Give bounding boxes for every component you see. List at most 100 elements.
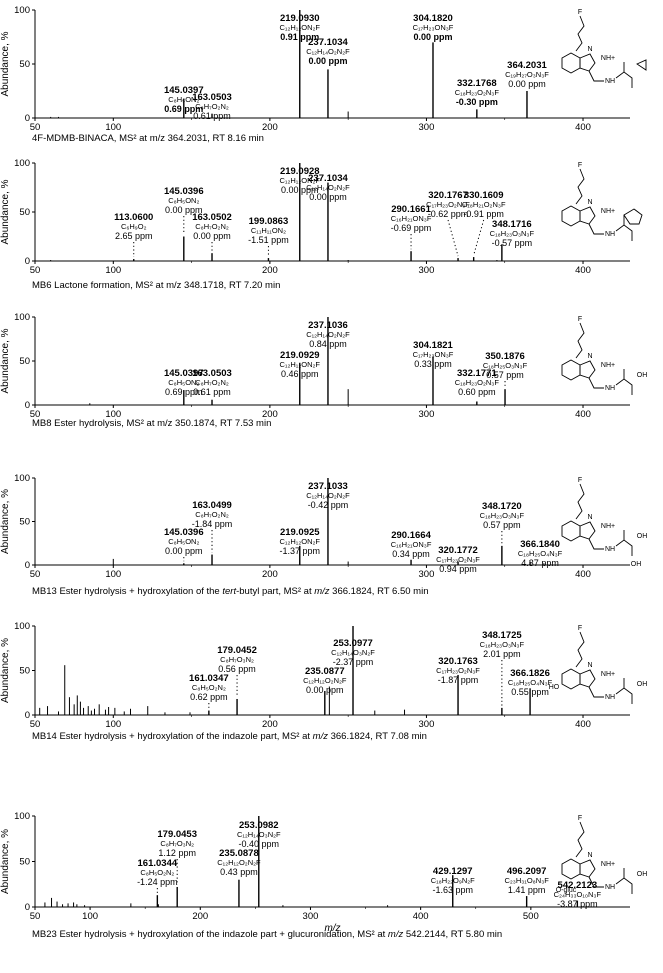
peak-formula-label: C₁₈H₂₂O₉N₂F [431, 876, 475, 885]
y-tick-label: 50 [19, 207, 30, 218]
peak-mz-label: 219.0930 [280, 13, 320, 24]
peak-mz-label: 429.1297 [433, 866, 473, 877]
panel-caption: 4F-MDMB-BINACA, MS² at m/z 364.2031, RT … [32, 133, 264, 144]
pyrazole-ring [579, 521, 596, 540]
x-tick-label: 50 [30, 911, 41, 922]
caption-part: MB13 Ester hydrolysis + hydroxylation of… [32, 586, 222, 597]
ho-label: HO [549, 684, 560, 691]
caption-part: m/z [313, 731, 329, 742]
peak-formula-label: C₁₂H₁₄O₂N₂F [306, 183, 350, 192]
peak-ppm-label: 0.00 ppm [193, 231, 231, 241]
peak-formula-label: C₈H₇O₂N₂ [195, 222, 229, 231]
caption-part: 542.2144, RT 5.80 min [403, 929, 502, 940]
peak-formula-label: C₁₈H₂₁O₂N₃F [462, 200, 506, 209]
x-tick-label: 300 [419, 569, 435, 580]
peak-formula-label: C₁₈H₂₃O₃N₃F [490, 229, 535, 238]
peak-ppm-label: 4.37 ppm [521, 558, 559, 568]
fluorine-label: F [578, 477, 582, 484]
peak-formula-label: C₁₂H₁₄O₂N₂F [306, 491, 350, 500]
peak-mz-label: 237.1034 [308, 173, 348, 184]
amide-bond [588, 686, 604, 698]
peak-ppm-label: -0.40 ppm [239, 839, 280, 849]
x-tick-label: 200 [262, 569, 278, 580]
peak-formula-label: C₁₈H₂₃O₂N₃F [455, 378, 500, 387]
y-axis-title: Abundance, % [0, 489, 11, 554]
peak-formula-label: C₈H₅ON₂ [168, 378, 199, 387]
x-tick-label: 100 [105, 122, 121, 133]
peak-mz-label: 348.1720 [482, 501, 522, 512]
peak-mz-label: 219.0929 [280, 350, 320, 361]
peak-mz-label: 235.0877 [305, 666, 345, 677]
peak-formula-label: C₁₂H₁₄O₂N₂F [306, 47, 350, 56]
peak-mz-label: 235.0878 [219, 848, 259, 859]
pyrazole-ring [579, 669, 596, 688]
y-tick-label: 0 [25, 710, 30, 721]
benzene-ring [561, 359, 581, 381]
fluoropentyl-chain [575, 15, 585, 52]
peak-formula-label: C₁₈H₂₃O₂N₃F [455, 88, 500, 97]
nitrogen-label: N [587, 662, 592, 669]
nh-label: NH [605, 884, 615, 891]
chemical-structure: F N NH+ NH [561, 9, 647, 88]
amide-bond [588, 538, 604, 550]
nitrogen-label: N [587, 46, 592, 53]
fluorine-label: F [578, 9, 582, 16]
peak-ppm-label: -2.37 ppm [333, 657, 374, 667]
fluorine-label: F [578, 815, 582, 822]
y-tick-label: 100 [14, 811, 30, 822]
x-tick-label: 400 [575, 719, 591, 730]
caption-part: m/z [314, 586, 330, 597]
peak-ppm-label: 0.46 ppm [281, 369, 319, 379]
peak-mz-label: 163.0503 [192, 368, 232, 379]
y-tick-label: 100 [14, 158, 30, 169]
nitrogen-label: N [587, 199, 592, 206]
x-tick-label: 50 [30, 265, 41, 276]
side-chain [615, 71, 633, 88]
peak-mz-label: 290.1664 [391, 530, 431, 541]
peak-formula-label: C₈H₇O₃N₂ [220, 655, 254, 664]
amide-bond [588, 70, 604, 82]
peak-mz-label: 237.1036 [308, 320, 348, 331]
amide-bond [588, 377, 604, 389]
y-tick-label: 0 [25, 113, 30, 124]
peak-ppm-label: -0.91 ppm [463, 209, 504, 219]
caption-part: 366.1824, RT 6.50 min [330, 586, 429, 597]
peak-mz-label: 350.1876 [485, 351, 525, 362]
nh-label: NH [605, 694, 615, 701]
x-tick-label: 200 [262, 409, 278, 420]
peak-ppm-label: 0.60 ppm [458, 387, 496, 397]
peak-leader [473, 219, 485, 256]
side-chain [615, 687, 633, 704]
oh-label: OH [637, 372, 648, 379]
peak-formula-label: C₁₇H₂₃O₂N₃F [436, 666, 480, 675]
peak-mz-label: 320.1767 [428, 190, 468, 201]
x-tick-label: 300 [419, 122, 435, 133]
oh-label: OH [637, 533, 648, 540]
peak-formula-label: C₈H₅O₂N₂ [140, 868, 174, 877]
peak-mz-label: 304.1820 [413, 13, 453, 24]
fluoropentyl-chain [575, 322, 585, 359]
nh-plus-label: NH+ [601, 362, 615, 369]
fluoropentyl-chain [575, 821, 585, 858]
x-axis-title: m/z [324, 923, 340, 934]
fluoropentyl-chain [575, 168, 585, 205]
peak-mz-label: 163.0502 [192, 212, 232, 223]
peak-ppm-label: -3.87 ppm [557, 899, 598, 909]
chemical-structure: F N NH+ NH OH HO [549, 625, 647, 704]
panel-caption: MB6 Lactone formation, MS² at m/z 348.17… [32, 280, 280, 291]
x-tick-label: 300 [419, 719, 435, 730]
peak-ppm-label: -1.87 ppm [438, 675, 479, 685]
